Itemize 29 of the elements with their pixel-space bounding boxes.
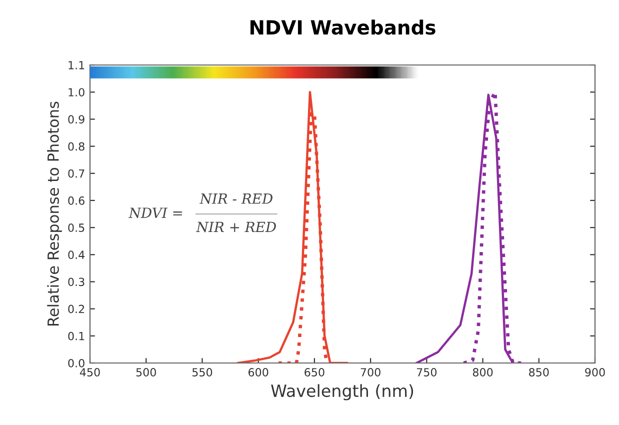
y-tick-label: 0.2 bbox=[68, 304, 84, 314]
annotation: NIR - RED bbox=[199, 194, 272, 204]
y-tick-label: 0.1 bbox=[68, 332, 84, 340]
x-tick-label: 700 bbox=[360, 368, 380, 376]
x-tick-label: 500 bbox=[136, 368, 156, 376]
chart-title: NDVI Wavebands bbox=[250, 20, 436, 35]
y-tick-label: 0.8 bbox=[68, 142, 84, 151]
line-series bbox=[237, 90, 348, 363]
x-tick-label: 900 bbox=[585, 368, 605, 376]
y-tick-label: 0.3 bbox=[68, 278, 84, 286]
y-tick-label: 1.1 bbox=[68, 61, 84, 70]
annotation: NIR + RED bbox=[196, 222, 276, 232]
x-tick-label: 550 bbox=[192, 368, 212, 376]
y-tick-label: 0.4 bbox=[68, 250, 85, 260]
x-tick-label: 650 bbox=[304, 368, 324, 376]
y-tick-label: 0.0 bbox=[68, 358, 84, 368]
y-tick-label: 0.6 bbox=[68, 196, 84, 205]
y-axis-title: Relative Response to Photons bbox=[47, 102, 62, 326]
x-tick-label: 600 bbox=[248, 368, 268, 376]
y-tick-label: 0.9 bbox=[68, 115, 84, 124]
x-axis-title: Wavelength (nm) bbox=[271, 384, 414, 400]
x-tick-label: 800 bbox=[472, 368, 493, 376]
x-tick-label: 850 bbox=[529, 368, 549, 376]
x-tick-label: 450 bbox=[80, 368, 100, 376]
y-tick-label: 0.5 bbox=[68, 224, 84, 232]
annotation: NDVI = bbox=[128, 208, 182, 218]
y-tick-label: 1.0 bbox=[68, 88, 84, 96]
x-tick-label: 750 bbox=[416, 368, 437, 376]
y-tick-label: 0.7 bbox=[68, 169, 84, 178]
